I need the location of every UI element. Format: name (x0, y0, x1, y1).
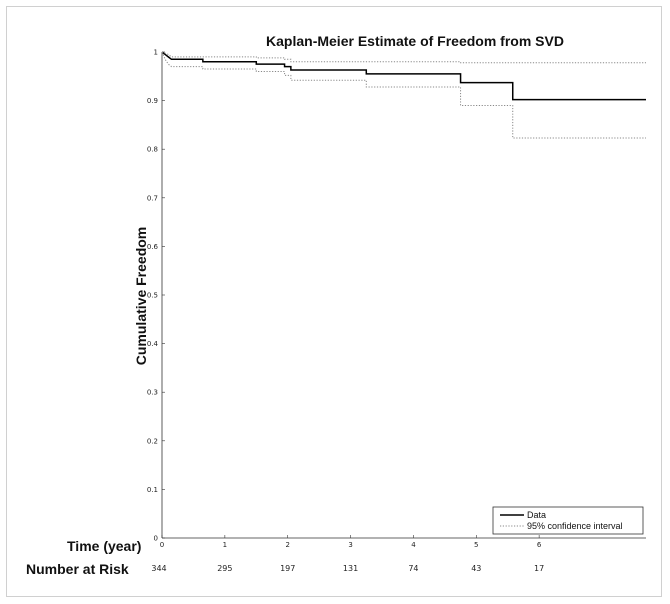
y-tick-label: 0.1 (147, 486, 158, 494)
ci-upper-curve (161, 51, 646, 64)
y-tick-label: 0.6 (147, 243, 159, 251)
y-tick-label: 1 (154, 49, 158, 57)
ci-lower-curve (161, 51, 646, 139)
legend-box (492, 506, 644, 535)
x-tick-label: 0 (160, 541, 164, 549)
y-tick-label: 0.2 (147, 437, 158, 445)
x-tick-label: 3 (348, 541, 352, 549)
y-tick-label: 0.8 (147, 146, 158, 154)
chart-title: Kaplan-Meier Estimate of Freedom from SV… (266, 33, 564, 49)
y-tick-label: 0.4 (147, 340, 159, 348)
legend: Data 95% confidence interval (492, 506, 644, 535)
y-tick-label: 0.9 (147, 97, 158, 105)
figure-frame (6, 6, 662, 597)
y-tick-label: 0.7 (147, 194, 158, 202)
y-tick-label: 0 (154, 535, 158, 543)
x-tick-label: 5 (474, 541, 478, 549)
risk-value: 344 (151, 564, 166, 573)
x-tick-label: 6 (537, 541, 542, 549)
risk-value: 17 (534, 564, 544, 573)
risk-value: 197 (280, 564, 295, 573)
series-group (161, 51, 646, 139)
risk-value: 74 (408, 564, 418, 573)
risk-value: 295 (217, 564, 232, 573)
x-tick-label: 4 (411, 541, 416, 549)
y-tick-label: 0.3 (147, 389, 158, 397)
x-tick-label: 1 (223, 541, 227, 549)
y-axis-label: Cumulative Freedom (133, 227, 149, 365)
legend-entry-data: Data (527, 510, 546, 520)
axes: 0 0.1 0.2 0.3 0.4 0.5 0.6 0.7 0.8 0.9 1 0 1 2 3 4 5 6 (147, 49, 646, 549)
risk-table-label: Number at Risk (26, 561, 129, 577)
risk-value: 43 (471, 564, 481, 573)
risk-value: 131 (343, 564, 358, 573)
x-tick-label: 2 (285, 541, 289, 549)
y-tick-label: 0.5 (147, 292, 158, 300)
legend-entry-ci: 95% confidence interval (527, 521, 623, 531)
risk-table-values: 344 295 197 131 74 43 17 (151, 564, 544, 573)
km-survival-curve (161, 51, 646, 101)
x-axis-label: Time (year) (67, 538, 141, 554)
